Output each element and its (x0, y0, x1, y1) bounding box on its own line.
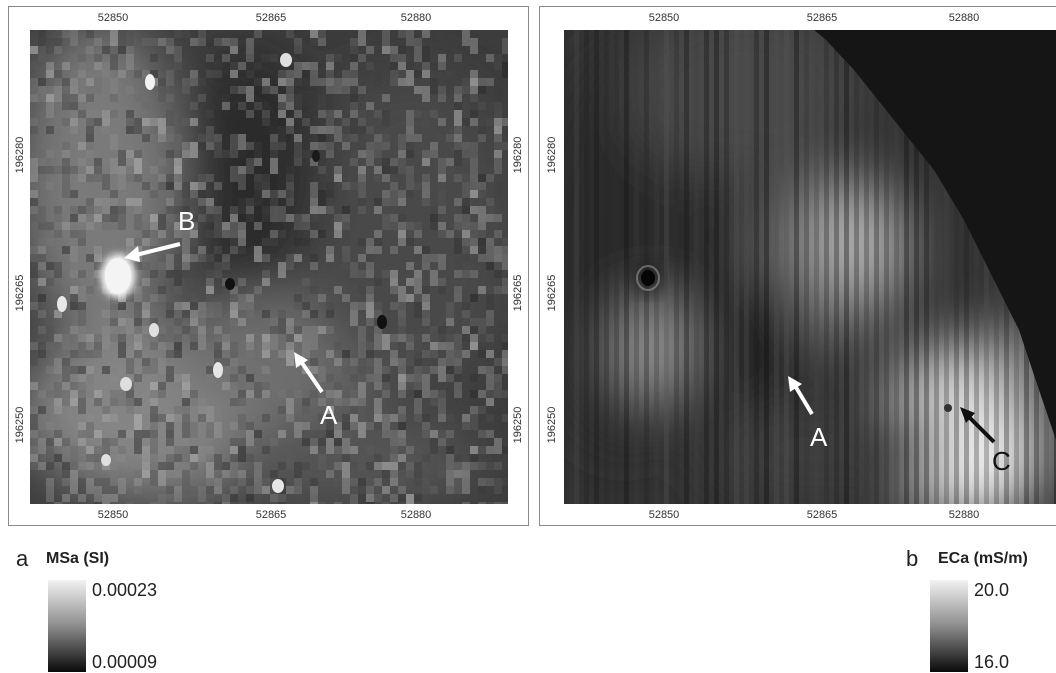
arrow-a-b-head (788, 376, 802, 392)
a-right-tick-2: 196265 (512, 274, 524, 312)
a-top-tick-3: 52880 (400, 12, 432, 24)
b-bottom-tick-3: 52880 (948, 509, 980, 521)
marker-label-c: C (992, 446, 1011, 476)
arrow-b-head (124, 246, 140, 262)
arrow-a-b (792, 382, 814, 416)
arrow-c (964, 412, 996, 444)
a-bottom-tick-1: 52850 (97, 509, 129, 521)
legend-a-title: MSa (SI) (46, 550, 110, 567)
b-bottom-tick-1: 52850 (648, 509, 680, 521)
arrow-a-head (294, 352, 308, 368)
legend-b-colorbar (930, 580, 968, 672)
legend-b-min: 16.0 (974, 652, 1010, 672)
marker-label-a: A (320, 400, 338, 430)
legend-a-max: 0.00023 (92, 580, 158, 600)
a-right-tick-3: 196250 (512, 406, 524, 444)
msa-map-graphic: B A (30, 30, 508, 504)
a-bottom-tick-2: 52865 (255, 509, 287, 521)
b-left-tick-3: 196250 (546, 406, 558, 444)
b-top-tick-1: 52850 (648, 12, 680, 24)
a-left-tick-1: 196280 (14, 136, 26, 174)
legend-b-title: ECa (mS/m) (938, 550, 1028, 567)
panel-a-letter: a (16, 546, 29, 571)
b-left-tick-2: 196265 (546, 274, 558, 312)
legend-b-max: 20.0 (974, 580, 1010, 600)
msa-map: B A (30, 30, 508, 504)
marker-label-b: B (178, 206, 195, 236)
b-left-tick-1: 196280 (546, 136, 558, 174)
a-left-tick-2: 196265 (14, 274, 26, 312)
a-right-tick-1: 196280 (512, 136, 524, 174)
a-bottom-tick-3: 52880 (400, 509, 432, 521)
a-left-tick-3: 196250 (14, 406, 26, 444)
a-top-tick-1: 52850 (97, 12, 129, 24)
panel-b-letter: b (906, 546, 919, 571)
arrow-b (131, 242, 181, 258)
arrow-a (298, 358, 324, 394)
b-bottom-tick-2: 52865 (806, 509, 838, 521)
b-top-tick-3: 52880 (948, 12, 980, 24)
marker-label-a-b: A (810, 422, 828, 452)
a-top-tick-2: 52865 (255, 12, 287, 24)
legend-a-min: 0.00009 (92, 652, 158, 672)
eca-map-graphic: A C (564, 30, 1056, 504)
arrow-c-head (960, 407, 975, 423)
legend-a-colorbar (48, 580, 86, 672)
b-top-tick-2: 52865 (806, 12, 838, 24)
eca-map: A C (564, 30, 1056, 504)
